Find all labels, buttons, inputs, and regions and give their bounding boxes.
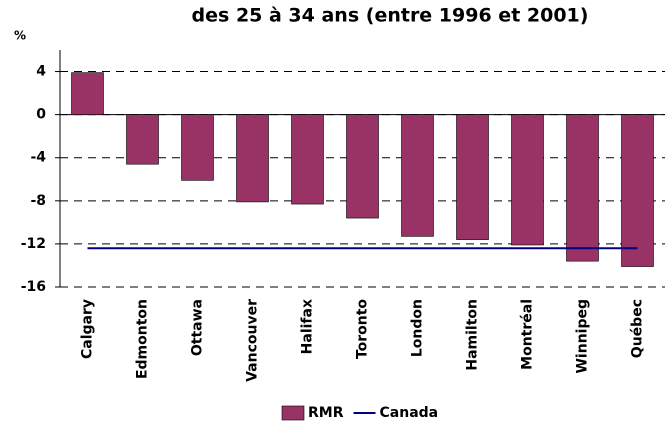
- x-tick-label: Winnipeg: [575, 299, 591, 374]
- legend-swatch: [281, 405, 305, 421]
- y-tick-label: -12: [21, 236, 46, 252]
- y-axis-label: %: [14, 29, 26, 43]
- x-tick-label: Vancouver: [245, 299, 261, 382]
- x-tick-label: Halifax: [300, 299, 316, 354]
- bar: [181, 114, 214, 181]
- y-tick-label: -4: [30, 150, 46, 166]
- bar: [71, 72, 104, 115]
- y-tick-label: -8: [30, 193, 46, 209]
- bar: [566, 114, 599, 262]
- bar: [511, 114, 544, 246]
- x-tick-label: Edmonton: [135, 299, 151, 379]
- x-tick-label: Montréal: [520, 299, 536, 370]
- legend-label: RMR: [308, 405, 344, 421]
- bar: [456, 114, 489, 240]
- x-tick-label: Calgary: [80, 299, 96, 359]
- x-tick-label: London: [410, 299, 426, 357]
- y-tick-label: 0: [36, 107, 46, 123]
- x-tick-label: Québec: [630, 299, 646, 358]
- bar: [346, 114, 379, 219]
- bar: [126, 114, 159, 165]
- x-tick-label: Toronto: [355, 299, 371, 359]
- bar: [236, 114, 269, 203]
- chart-title: des 25 à 34 ans (entre 1996 et 2001): [192, 5, 589, 27]
- y-tick-label: 4: [36, 64, 46, 80]
- bar: [291, 114, 324, 205]
- bar: [401, 114, 434, 237]
- x-tick-label: Ottawa: [190, 299, 206, 356]
- legend-label: Canada: [380, 405, 439, 421]
- x-tick-label: Hamilton: [465, 299, 481, 371]
- bar: [621, 114, 654, 267]
- y-tick-label: -16: [21, 279, 46, 295]
